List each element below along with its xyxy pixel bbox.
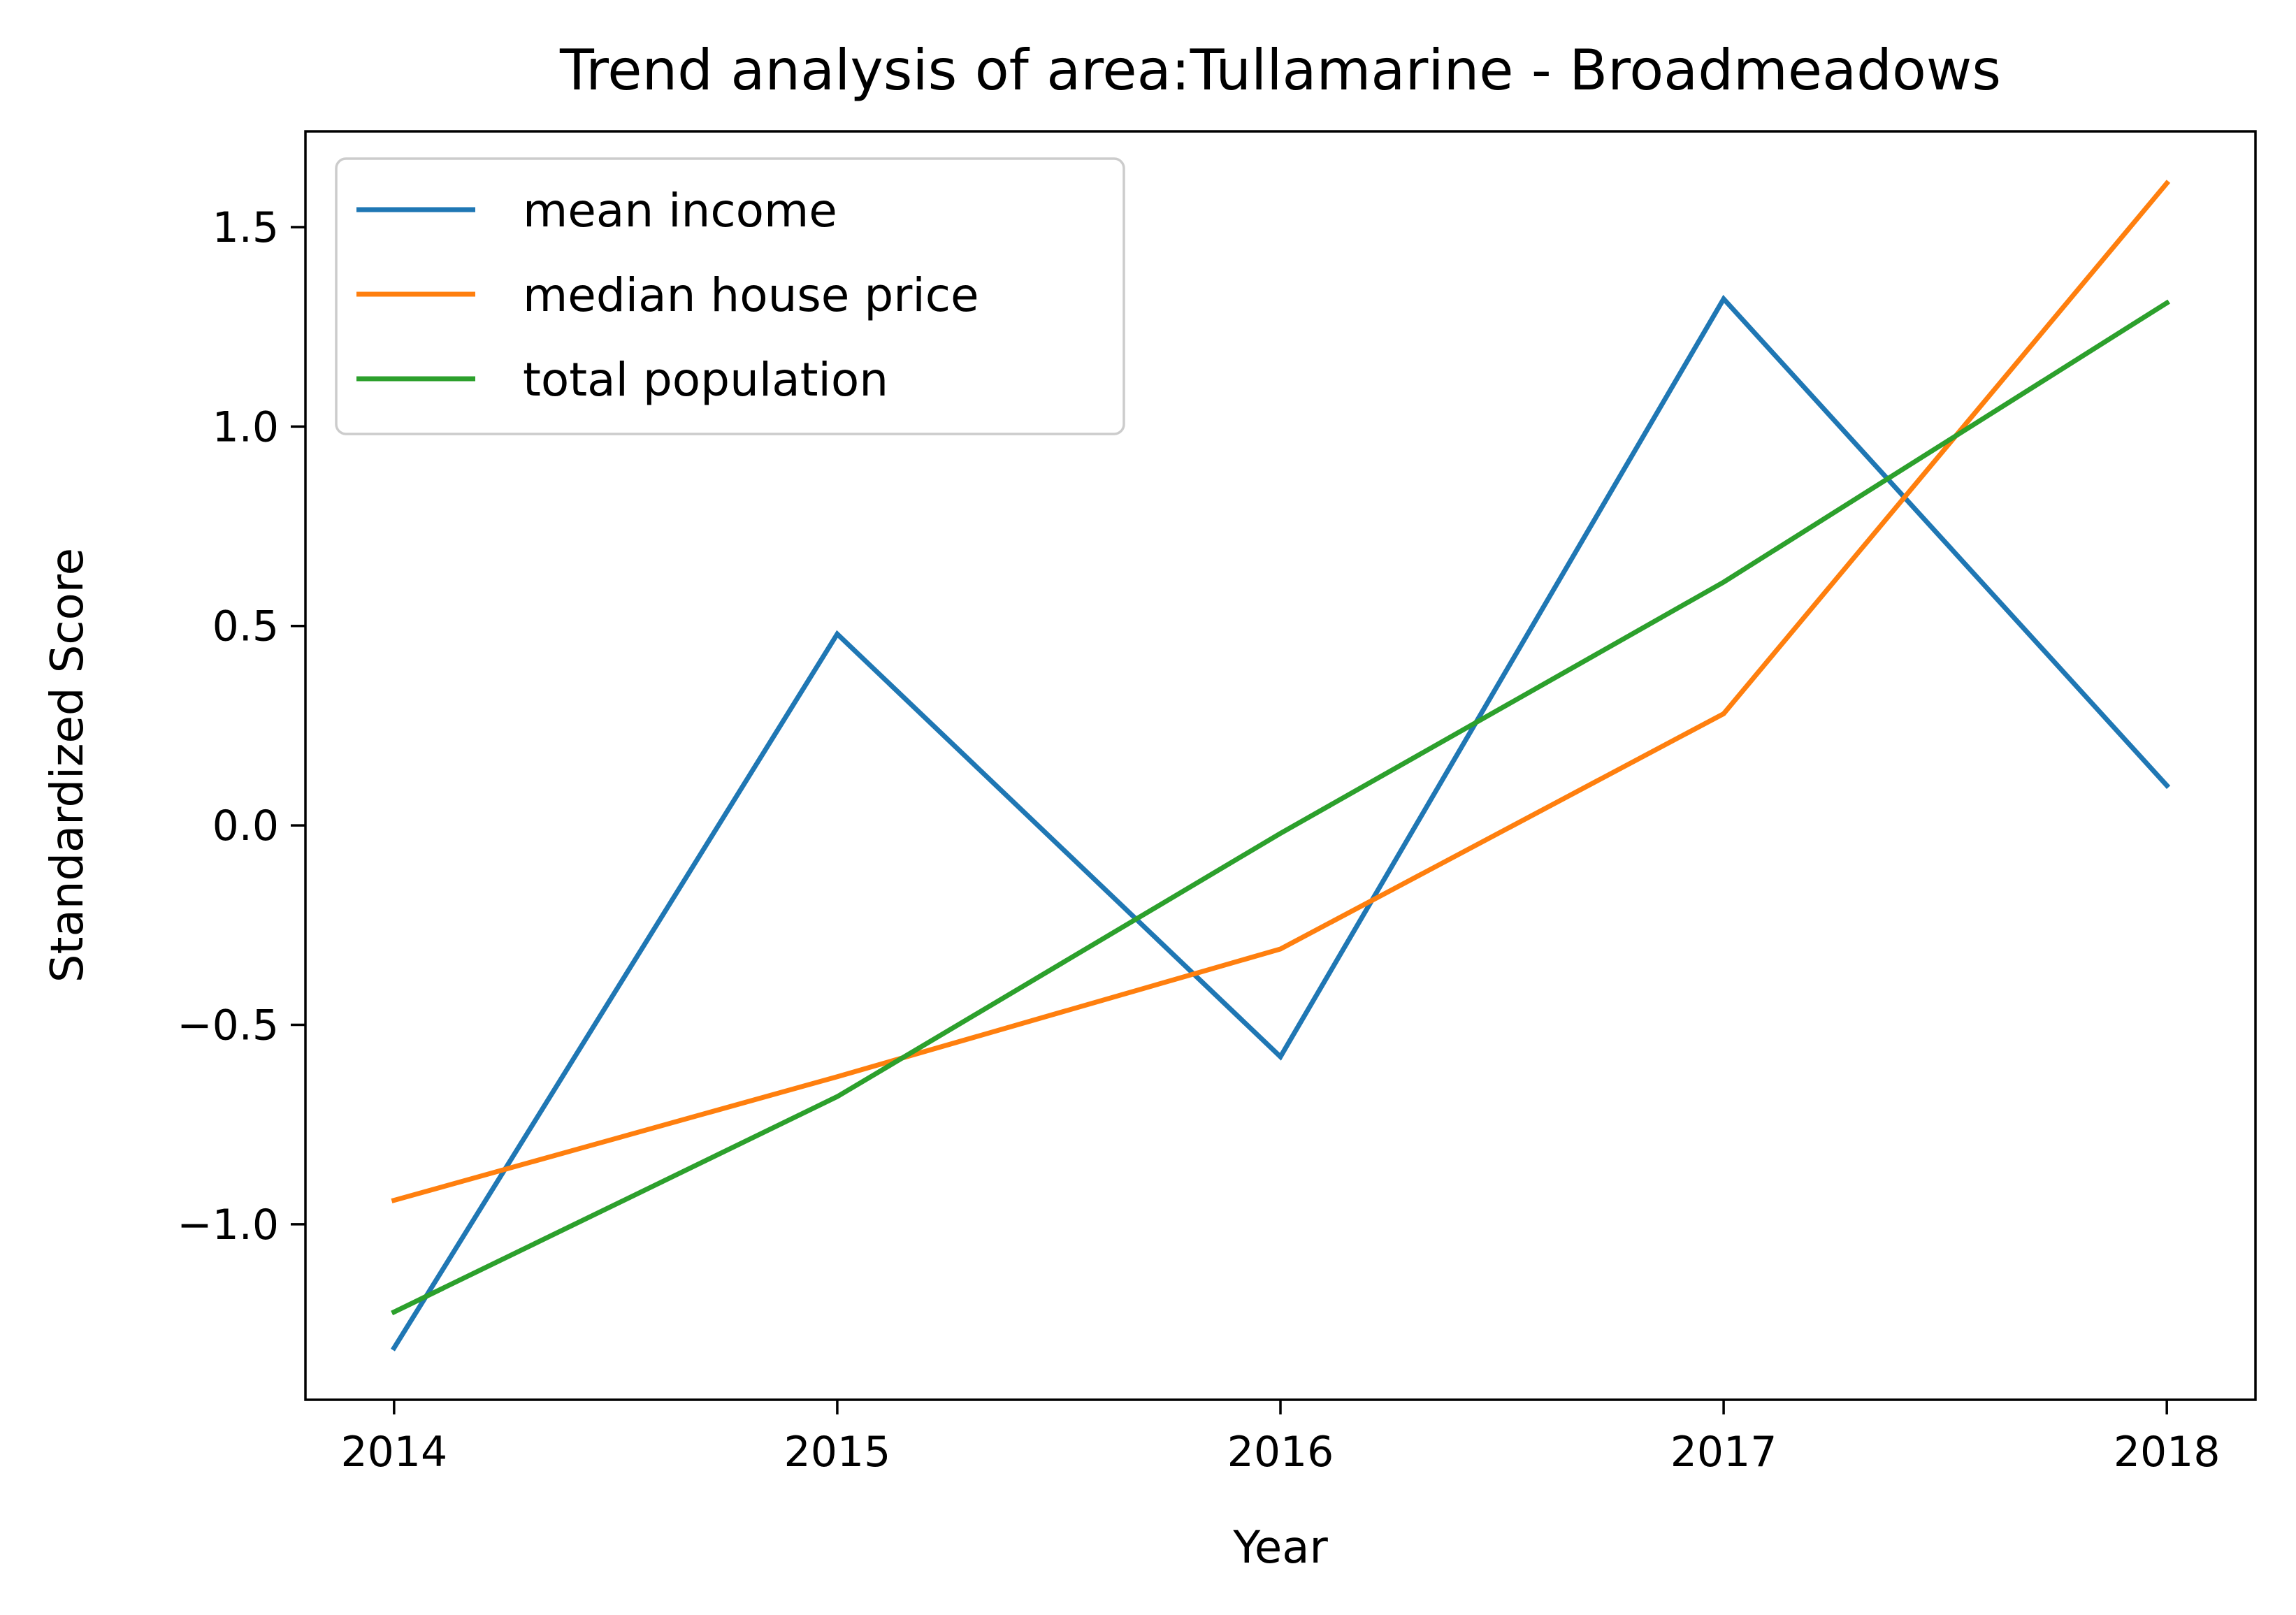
legend-label: mean income [523, 184, 837, 238]
x-axis-label: Year [1232, 1522, 1328, 1574]
y-tick-label: 0.0 [212, 802, 279, 850]
y-tick-label: −0.5 [177, 1001, 279, 1050]
x-tick-label: 2018 [2114, 1428, 2221, 1477]
y-axis-ticks: −1.0 −0.5 0.0 0.5 1.0 1.5 [177, 203, 305, 1250]
legend: mean income median house price total popul… [335, 157, 1125, 435]
x-tick-label: 2015 [784, 1428, 891, 1477]
legend-box [335, 157, 1125, 435]
chart-title: Trend analysis of area:Tullamarine - Bro… [559, 38, 2001, 103]
y-tick-label: −1.0 [177, 1201, 279, 1250]
series-line-median-house-price [391, 180, 2171, 1203]
legend-items: mean income median house price total popul… [356, 184, 979, 407]
series-line-total-population [391, 299, 2171, 1316]
legend-label: total population [523, 353, 888, 407]
series-line-mean-income [390, 294, 2171, 1352]
legend-label: median house price [523, 268, 979, 322]
series-layer [390, 180, 2171, 1352]
y-axis-label: Standardized Score [42, 548, 94, 983]
x-tick-label: 2016 [1227, 1428, 1334, 1477]
y-tick-label: 1.0 [212, 403, 279, 451]
y-tick-label: 1.5 [212, 203, 279, 252]
x-axis-ticks: 2014 2015 2016 2017 2018 [340, 1400, 2221, 1477]
x-tick-label: 2017 [1670, 1428, 1777, 1477]
plot-frame [304, 130, 2257, 1401]
x-tick-label: 2014 [340, 1428, 447, 1477]
y-tick-label: 0.5 [212, 602, 279, 651]
